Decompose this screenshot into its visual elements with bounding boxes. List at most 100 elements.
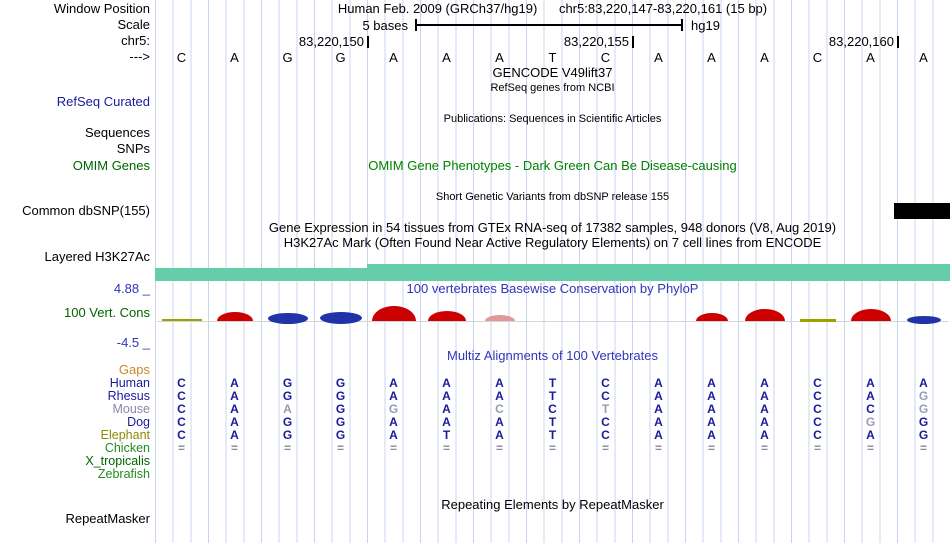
sequence-base: A (442, 50, 451, 65)
species-label-zebrafish[interactable]: Zebrafish (97, 467, 150, 481)
alignment-base: A (495, 376, 504, 390)
species-label-chicken[interactable]: Chicken (104, 441, 150, 455)
conservation-glyph (484, 315, 515, 321)
alignment-base: C (601, 376, 610, 390)
alignment-base: = (389, 441, 397, 455)
phylop-min-value: -4.5 _ (116, 335, 150, 350)
alignment-base: G (918, 428, 929, 442)
ruler-tick (367, 36, 369, 48)
conservation-glyphs (155, 295, 950, 340)
scale-value: 5 bases (362, 18, 408, 33)
conservation-baseline (157, 321, 948, 322)
alignment-row-chicken: = = = = = = = = = = = = = = = (155, 442, 950, 455)
alignment-base: G (282, 389, 293, 403)
vert-cons-label[interactable]: 100 Vert. Cons (64, 305, 150, 320)
alignment-base: T (548, 428, 557, 442)
scale-bar (415, 19, 683, 31)
scale-label: Scale (117, 17, 150, 32)
publications-sequences-label[interactable]: Sequences (84, 125, 150, 140)
alignment-base: G (918, 402, 929, 416)
alignment-base: A (283, 402, 292, 416)
sequence-base: A (389, 50, 398, 65)
phylop-max-value: 4.88 _ (113, 281, 150, 296)
alignment-base: A (707, 402, 716, 416)
ruler-position-label: 83,220,150 (298, 34, 364, 49)
species-label-rhesus[interactable]: Rhesus (107, 389, 150, 403)
position-line: Human Feb. 2009 (GRCh37/hg19) chr5:83,22… (155, 2, 950, 16)
conservation-glyph (850, 309, 891, 321)
species-label-mouse[interactable]: Mouse (112, 402, 150, 416)
repeatmasker-track-title[interactable]: Repeating Elements by RepeatMasker (441, 497, 664, 512)
alignment-base: A (442, 415, 451, 429)
sequence-base: C (176, 50, 187, 65)
dbsnp-track-subtitle[interactable]: Short Genetic Variants from dbSNP releas… (435, 191, 670, 203)
omim-track-title[interactable]: OMIM Gene Phenotypes - Dark Green Can Be… (368, 158, 737, 173)
alignment-base: A (866, 389, 875, 403)
alignment-base: A (760, 402, 769, 416)
alignment-base: A (654, 389, 663, 403)
alignment-base: C (813, 428, 822, 442)
alignment-base: A (654, 376, 663, 390)
conservation-track[interactable] (155, 295, 950, 340)
h3k27ac-track-title[interactable]: H3K27Ac Mark (Often Found Near Active Re… (283, 235, 822, 250)
h3k27ac-signal-bar[interactable] (155, 268, 367, 281)
repeatmasker-label[interactable]: RepeatMasker (65, 511, 150, 526)
alignment-base: G (335, 389, 346, 403)
alignment-base: G (335, 376, 346, 390)
ruler-position-label: 83,220,155 (563, 34, 629, 49)
phylop-track-title[interactable]: 100 vertebrates Basewise Conservation by… (406, 281, 699, 296)
alignment-base: A (442, 376, 451, 390)
sequence-base: G (335, 50, 346, 65)
snp-variant-item[interactable] (894, 203, 950, 219)
alignment-base: C (548, 402, 557, 416)
window-position-label: Window Position (53, 1, 150, 16)
alignment-base: A (230, 389, 239, 403)
species-label-x_tropicalis[interactable]: X_tropicalis (85, 454, 150, 468)
sequence-base: A (707, 50, 716, 65)
alignment-base: = (548, 441, 556, 455)
h3k27ac-signal-bar[interactable] (367, 264, 950, 281)
alignment-base: A (442, 402, 451, 416)
conservation-glyph (906, 316, 941, 324)
multiz-track-title[interactable]: Multiz Alignments of 100 Vertebrates (446, 348, 658, 363)
alignment-base: G (865, 415, 876, 429)
ruler-position-label: 83,220,160 (828, 34, 894, 49)
sequence-base: A (919, 50, 928, 65)
omim-genes-label[interactable]: OMIM Genes (72, 158, 150, 173)
alignment-base: T (548, 415, 557, 429)
alignment-base: C (813, 402, 822, 416)
species-label-dog[interactable]: Dog (127, 415, 150, 429)
sequence-base: C (812, 50, 823, 65)
gtex-track-title[interactable]: Gene Expression in 54 tissues from GTEx … (268, 220, 837, 235)
refseq-curated-label[interactable]: RefSeq Curated (56, 94, 150, 109)
alignment-base: = (336, 441, 344, 455)
genome-assembly-tag: hg19 (691, 18, 720, 33)
species-label-elephant[interactable]: Elephant (100, 428, 150, 442)
alignment-base: = (601, 441, 609, 455)
gaps-label[interactable]: Gaps (118, 362, 150, 377)
alignment-base: A (919, 376, 928, 390)
refseq-track-subtitle[interactable]: RefSeq genes from NCBI (490, 82, 615, 94)
common-dbsnp-label[interactable]: Common dbSNP(155) (22, 203, 150, 218)
alignment-base: A (230, 415, 239, 429)
alignment-base: A (389, 376, 398, 390)
conservation-glyph (427, 311, 466, 321)
alignment-base: A (760, 428, 769, 442)
layered-h3k27ac-label[interactable]: Layered H3K27Ac (44, 249, 150, 264)
gencode-track-title[interactable]: GENCODE V49lift37 (492, 65, 613, 80)
ruler-tick (897, 36, 899, 48)
species-label-human[interactable]: Human (109, 376, 150, 390)
alignment-base: T (442, 428, 451, 442)
alignment-base: G (282, 415, 293, 429)
alignment-base: = (495, 441, 503, 455)
publications-snps-label[interactable]: SNPs (116, 141, 150, 156)
sequence-base: T (548, 50, 557, 65)
alignment-base: C (601, 389, 610, 403)
publications-track-subtitle[interactable]: Publications: Sequences in Scientific Ar… (443, 113, 662, 125)
alignment-base: = (707, 441, 715, 455)
